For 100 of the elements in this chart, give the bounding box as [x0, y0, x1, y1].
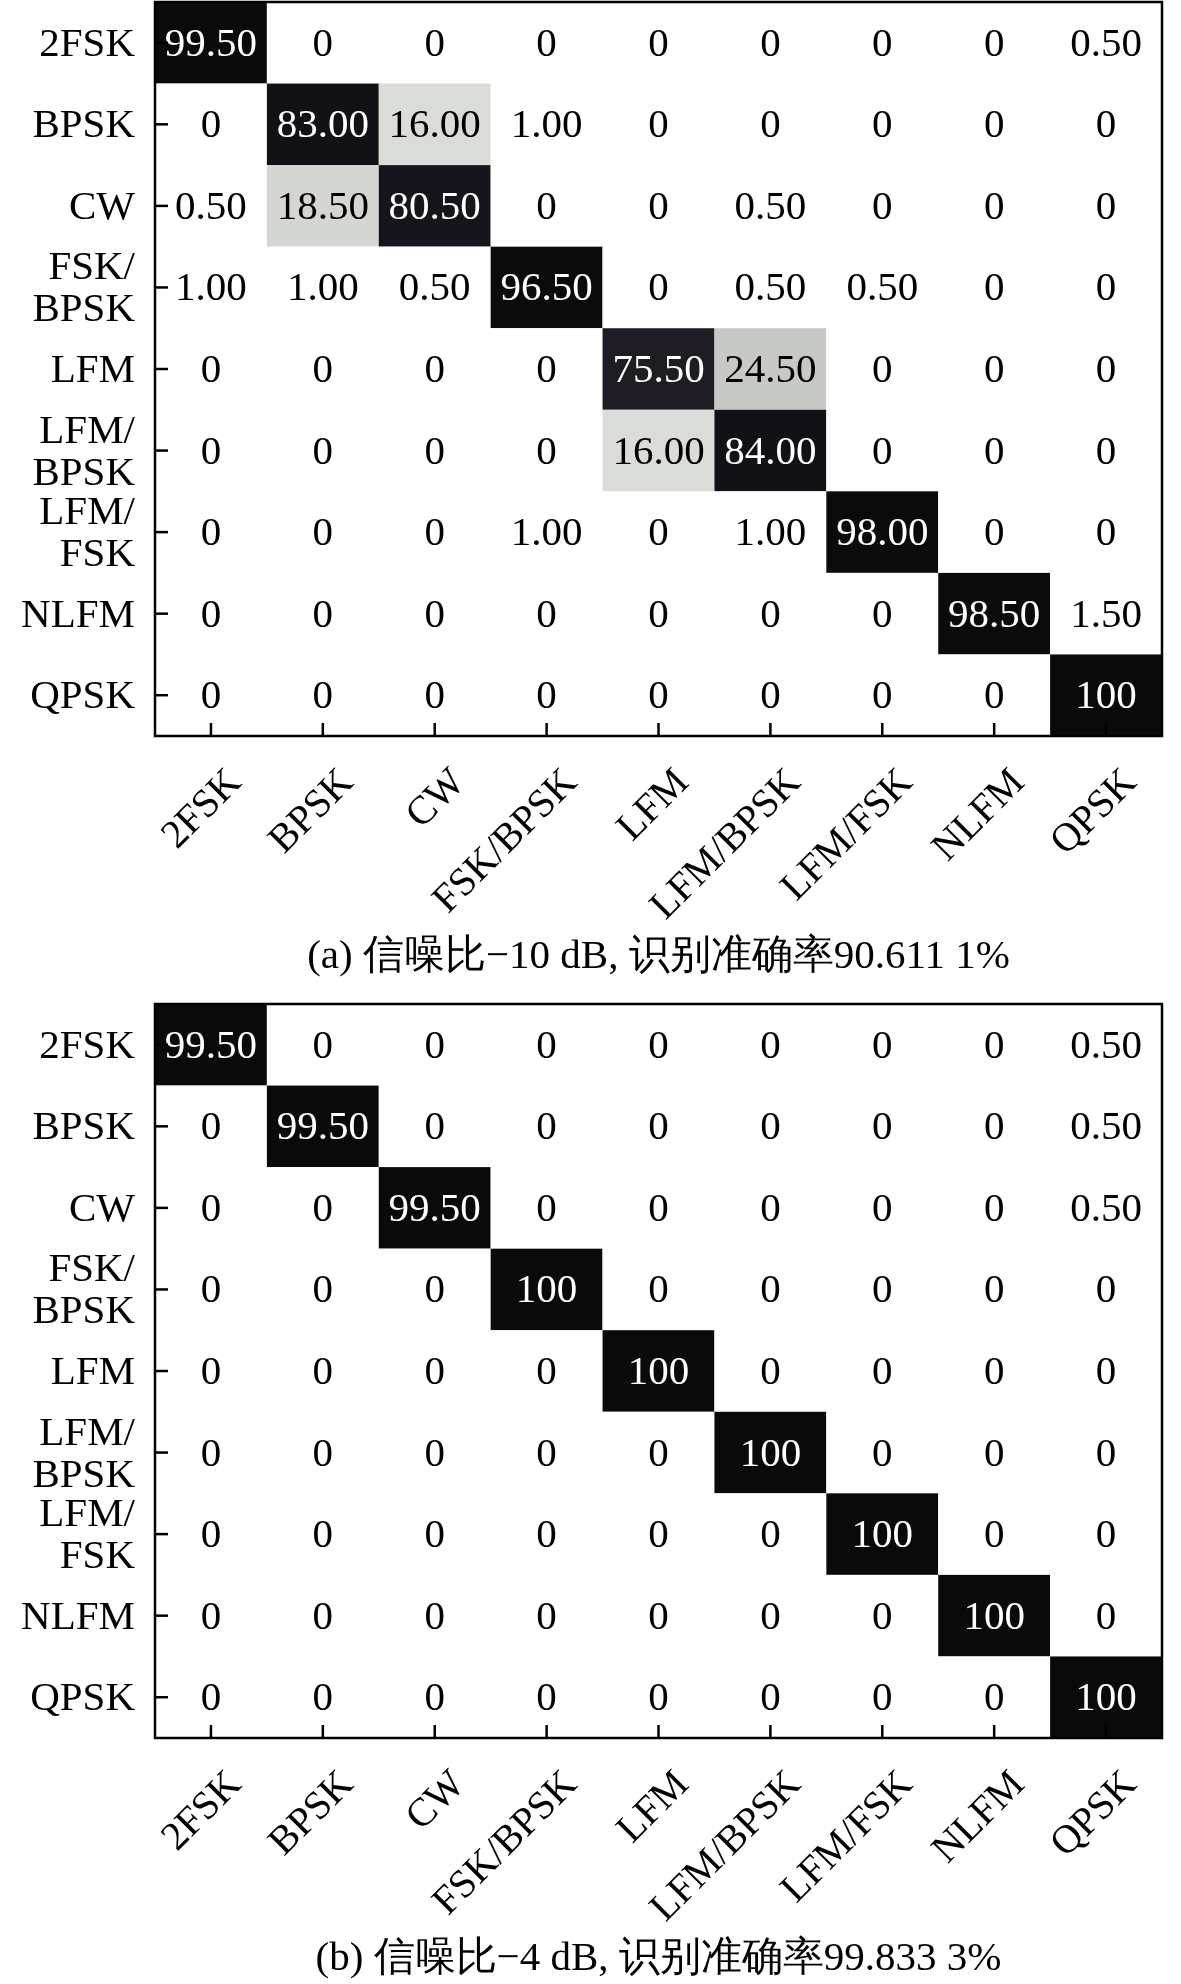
data-label: 0: [648, 100, 669, 147]
data-label: 0: [983, 345, 1005, 391]
data-label: 0: [648, 1102, 669, 1149]
data-label: 0: [760, 671, 781, 718]
data-label: 0: [200, 100, 222, 147]
data-label: 0: [200, 1510, 222, 1557]
data-label: 0: [424, 1673, 445, 1720]
data-label: 0: [200, 589, 222, 636]
data-label: 0: [983, 426, 1005, 473]
data-label: 0: [536, 671, 557, 718]
y-tick-label: CW: [68, 181, 136, 228]
data-label: 0: [536, 1347, 557, 1393]
data-label: 0: [424, 671, 445, 718]
data-label: 99.50: [276, 1102, 369, 1149]
y-tick-label: LFM: [50, 345, 135, 391]
data-label: 0: [872, 181, 893, 228]
data-label: 0: [648, 508, 669, 555]
y-tick-label: CW: [68, 1183, 136, 1230]
data-label: 0: [872, 1673, 893, 1720]
data-label: 0: [872, 589, 893, 636]
data-label: 0: [312, 1510, 334, 1557]
data-label: 99.50: [164, 1020, 258, 1067]
data-label: 0: [536, 1510, 557, 1557]
data-label: 0: [200, 1347, 222, 1393]
data-label: 0: [872, 345, 893, 391]
data-label: 0: [536, 1102, 557, 1149]
data-label: 0: [1095, 1265, 1117, 1312]
data-label: 0: [1095, 426, 1117, 473]
data-label: 0: [312, 426, 334, 473]
data-label: 0: [424, 508, 445, 555]
data-label: 0: [424, 345, 445, 391]
data-label: 1.00: [734, 508, 807, 555]
data-label: 0: [983, 1183, 1005, 1230]
data-label: 0.50: [175, 181, 247, 228]
data-label: 99.50: [164, 18, 258, 65]
data-label: 0: [312, 1347, 334, 1393]
data-label: 0: [536, 1591, 557, 1638]
data-label: 0: [648, 589, 669, 636]
data-label: 0: [648, 1591, 669, 1638]
data-label: 16.00: [388, 100, 481, 147]
data-label: 0: [536, 181, 557, 228]
data-label: 0: [424, 1347, 445, 1393]
data-label: 0: [424, 1020, 445, 1067]
data-label: 0: [983, 1510, 1005, 1557]
data-label: 0: [1095, 345, 1117, 391]
data-label: 99.50: [388, 1183, 481, 1230]
data-label: 0: [424, 1591, 445, 1638]
data-label: 0: [312, 345, 334, 391]
data-label: 0: [424, 426, 445, 473]
data-label: 24.50: [724, 345, 817, 391]
y-tick-label: NLFM: [21, 589, 135, 636]
data-label: 0: [424, 1510, 445, 1557]
data-label: 0.50: [1070, 1183, 1142, 1230]
data-label: 0.50: [398, 263, 471, 310]
data-label: 0: [200, 1428, 222, 1475]
data-label: 0: [200, 1265, 222, 1312]
data-label: 0: [536, 426, 557, 473]
y-tick-label: 2FSK: [39, 1020, 136, 1067]
data-label: 0: [200, 1102, 222, 1149]
data-label: 0: [424, 1102, 445, 1149]
data-label: 0: [760, 100, 781, 147]
data-label: 0: [312, 1428, 334, 1475]
data-label: 0: [872, 18, 893, 65]
data-label: 84.00: [724, 426, 817, 473]
data-label: 0: [424, 18, 445, 65]
data-label: 0: [536, 1428, 557, 1475]
y-tick-label: LFM: [50, 1347, 135, 1393]
text: (b) 信噪比−4 dB, 识别准确率99.833 3%: [315, 1933, 1002, 1979]
data-label: 0: [536, 1020, 557, 1067]
data-label: 0: [312, 1673, 334, 1720]
data-label: 100: [739, 1428, 802, 1475]
data-label: 0: [983, 18, 1005, 65]
data-label: 0: [312, 1020, 334, 1067]
data-label: 0: [312, 1183, 334, 1230]
y-tick-label: NLFM: [21, 1591, 135, 1638]
data-label: 0: [760, 1265, 781, 1312]
data-label: 0: [536, 1183, 557, 1230]
data-label: 100: [1075, 1673, 1137, 1720]
data-label: 0: [760, 1510, 781, 1557]
data-label: 0: [872, 1020, 893, 1067]
data-label: 1.00: [510, 508, 583, 555]
data-label: 0: [312, 1591, 334, 1638]
data-label: 0: [424, 1265, 445, 1312]
data-label: 0: [983, 263, 1005, 310]
data-label: 0: [648, 1183, 669, 1230]
data-label: 0: [200, 345, 222, 391]
data-label: 1.00: [510, 100, 583, 147]
data-label: 98.50: [948, 589, 1041, 636]
data-label: 0: [872, 1347, 893, 1393]
data-label: 0: [648, 1020, 669, 1067]
data-label: 0: [200, 508, 222, 555]
y-tick-label: BPSK: [32, 1102, 136, 1149]
data-label: 100: [1075, 671, 1137, 718]
data-label: 0: [983, 508, 1005, 555]
y-tick-label: QPSK: [30, 671, 136, 718]
data-label: 0: [200, 1673, 222, 1720]
data-label: 0: [760, 1102, 781, 1149]
data-label: 0: [872, 1102, 893, 1149]
data-label: 0: [648, 18, 669, 65]
data-label: 0.50: [734, 181, 807, 228]
